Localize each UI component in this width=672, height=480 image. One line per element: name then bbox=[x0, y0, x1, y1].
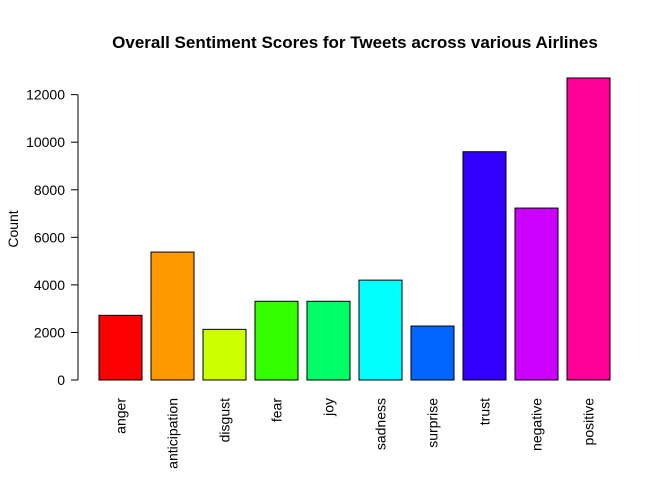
x-tick-label-positive: positive bbox=[581, 398, 597, 446]
x-tick-label-fear: fear bbox=[269, 398, 285, 422]
x-tick-label-anticipation: anticipation bbox=[165, 398, 181, 469]
x-axis-labels: anger anticipation disgust fear joy sadness su… bbox=[113, 398, 597, 469]
bar-fear bbox=[254, 300, 299, 381]
y-tick-label: 6000 bbox=[34, 229, 65, 245]
chart-title: Overall Sentiment Scores for Tweets acro… bbox=[112, 33, 598, 52]
y-axis-title: Count bbox=[5, 210, 21, 247]
x-tick-label-anger: anger bbox=[113, 398, 129, 434]
bar-disgust bbox=[202, 328, 247, 381]
bar-sadness bbox=[358, 279, 403, 381]
bar-anticipation bbox=[150, 251, 195, 381]
x-tick-label-trust: trust bbox=[477, 398, 493, 425]
y-axis-ticks: 0 2000 4000 6000 8000 10000 12000 bbox=[26, 87, 78, 388]
y-tick-label: 10000 bbox=[26, 134, 65, 150]
x-tick-label-negative: negative bbox=[529, 398, 545, 451]
x-tick-label-joy: joy bbox=[321, 398, 337, 417]
bar-joy bbox=[306, 300, 351, 381]
bar-anger bbox=[98, 314, 143, 381]
bar-negative bbox=[514, 207, 559, 381]
bar-positive bbox=[566, 77, 611, 381]
x-tick-label-disgust: disgust bbox=[217, 398, 233, 442]
bar-surprise bbox=[410, 325, 455, 381]
x-tick-label-surprise: surprise bbox=[425, 398, 441, 448]
x-tick-label-sadness: sadness bbox=[373, 398, 389, 450]
bars bbox=[98, 77, 611, 381]
y-tick-label: 0 bbox=[57, 372, 65, 388]
y-tick-label: 2000 bbox=[34, 324, 65, 340]
y-tick-label: 8000 bbox=[34, 182, 65, 198]
y-tick-label: 12000 bbox=[26, 87, 65, 103]
bar-trust bbox=[462, 151, 507, 381]
y-tick-label: 4000 bbox=[34, 277, 65, 293]
